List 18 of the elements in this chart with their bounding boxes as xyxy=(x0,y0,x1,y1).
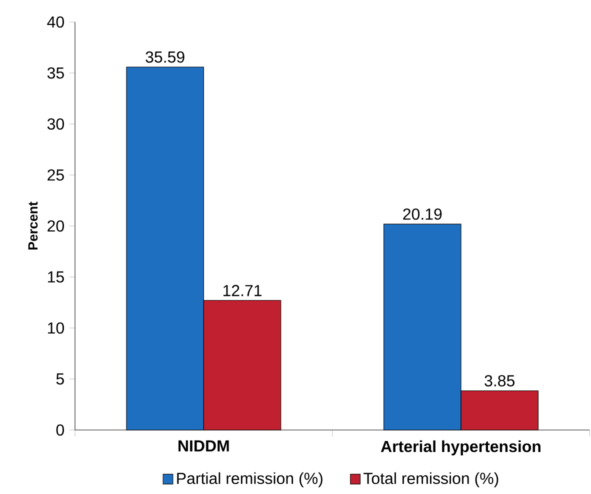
data-label: 35.59 xyxy=(146,51,184,63)
y-tick-label: 25 xyxy=(48,169,64,181)
y-tick-label: 0 xyxy=(56,424,64,436)
y-tick-label: 15 xyxy=(48,271,64,283)
x-tick-label: NIDDM xyxy=(178,440,229,452)
y-tick-label: 35 xyxy=(47,67,64,79)
y-tick-label: 30 xyxy=(47,118,64,130)
legend-label: Partial remission (%) xyxy=(177,472,322,488)
x-tick-label: Arterial hypertension xyxy=(380,440,540,456)
y-tick-label: 10 xyxy=(48,322,64,334)
y-axis-title: Percent xyxy=(28,202,38,250)
y-tick-label: 40 xyxy=(47,16,64,28)
y-tick-label: 5 xyxy=(56,373,64,385)
y-tick-label: 20 xyxy=(48,220,64,232)
data-label: 12.71 xyxy=(223,284,262,296)
legend-label: Total remission (%) xyxy=(364,472,498,488)
data-label: 20.19 xyxy=(403,208,442,220)
data-label: 3.85 xyxy=(484,375,514,386)
